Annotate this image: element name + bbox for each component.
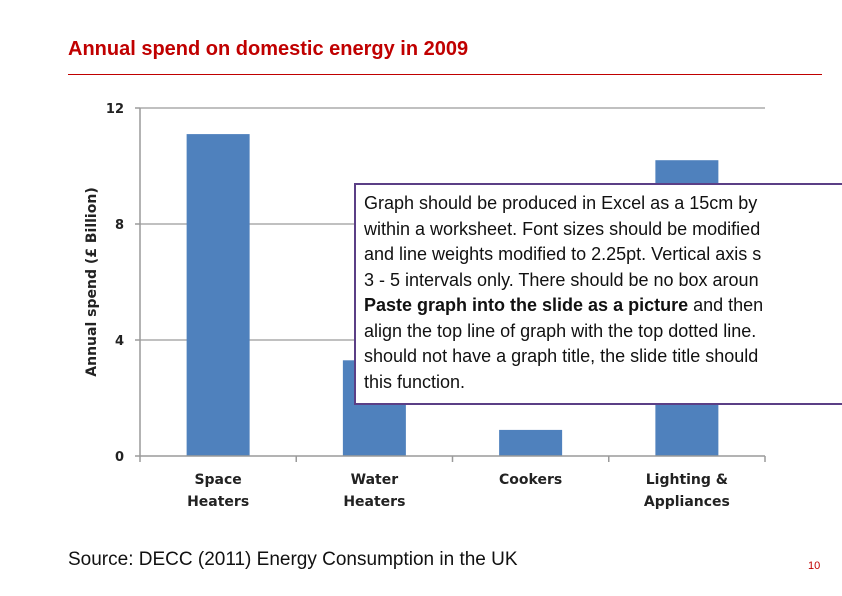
title-divider [68,74,822,75]
note-bold-text: Paste graph into the slide as a picture [364,295,689,315]
source-citation: Source: DECC (2011) Energy Consumption i… [68,549,518,570]
y-tick-label: 0 [115,450,124,465]
x-tick-label: Water Heaters [343,472,405,510]
y-axis-title: Annual spend (£ Billion) [84,187,100,376]
x-tick-label: Space Heaters [187,472,249,510]
note-text: and then [688,295,764,315]
note-line: Graph should be produced in Excel as a 1… [364,193,758,213]
axes [135,107,766,462]
note-line: align the top line of graph with the top… [364,320,757,341]
bar [186,134,250,456]
instruction-note: Graph should be produced in Excel as a 1… [354,183,842,405]
note-line: within a worksheet. Font sizes should be… [364,218,761,239]
note-line: should not have a graph title, the slide… [364,346,759,366]
note-line: this function. [364,371,466,392]
slide-title: Annual spend on domestic energy in 2009 [68,38,469,60]
y-tick-label: 8 [115,218,124,233]
y-tick-label: 12 [106,102,124,117]
note-line: and line weights modified to 2.25pt. Ver… [364,244,762,264]
note-line-emphasis: Paste graph into the slide as a picture … [364,293,842,319]
note-line: 3 - 5 intervals only. There should be no… [364,269,759,290]
x-tick-label: Cookers [499,472,562,488]
axis-labels: 0 4 8 12 Space Heaters Water Heaters Cookers Ligh… [84,102,730,510]
bar [499,429,563,456]
x-tick-label: Lighting & Appliances [644,472,730,510]
page-number: 10 [808,560,821,572]
y-tick-label: 4 [115,334,124,349]
